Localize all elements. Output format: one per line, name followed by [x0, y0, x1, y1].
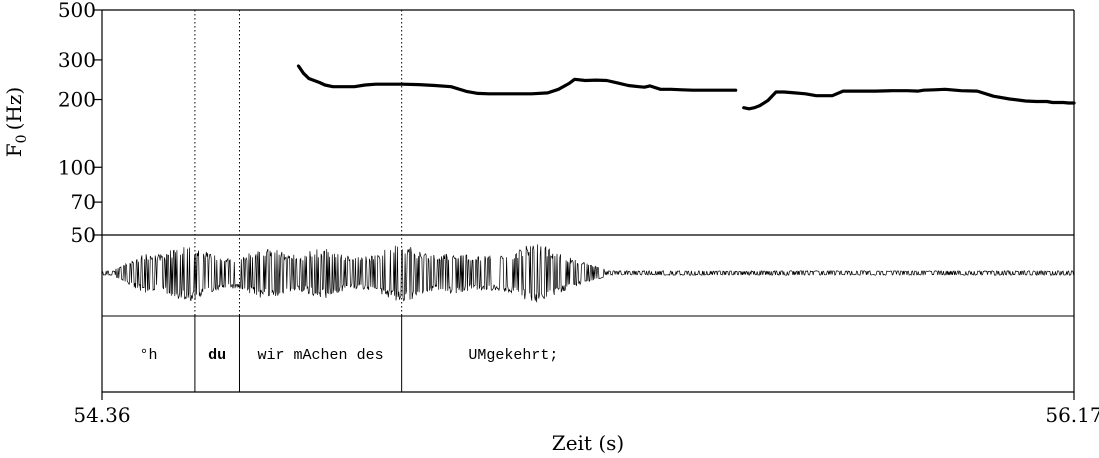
x-tick-label: 54.36	[73, 403, 130, 427]
f0-contour-line	[296, 64, 738, 96]
y-axis-label-subscript: 0	[14, 134, 30, 143]
interval-label: °h	[139, 347, 157, 364]
y-tick-label: 300	[58, 48, 96, 72]
y-tick-label: 70	[71, 190, 96, 214]
segment-boundary-lines	[194, 10, 403, 392]
interval-label: wir mAchen des	[258, 347, 384, 364]
y-tick-label: 50	[71, 223, 96, 247]
interval-label: UMgekehrt;	[468, 347, 558, 364]
f0-contours	[296, 64, 1076, 111]
figure-frame	[101, 9, 1075, 393]
x-tick-label: 56.17	[1045, 403, 1099, 427]
y-tick-label: 200	[58, 88, 96, 112]
transcription-tier: °h du wir mAchen des UMgekehrt;	[139, 347, 558, 364]
y-tick-label: 100	[58, 155, 96, 179]
y-tick-label: 500	[58, 0, 96, 22]
y-axis-label-unit: (Hz)	[2, 87, 26, 131]
y-axis-label-symbol: F	[2, 143, 26, 157]
interval-label: du	[208, 347, 226, 364]
y-axis-ticks: 500 300 200 100 70 50	[58, 0, 102, 247]
x-axis-ticks: 54.36 56.17	[73, 392, 1099, 427]
f0-contour-line	[742, 87, 1076, 111]
svg-text:F0(Hz): F0 (Hz)	[2, 87, 30, 157]
y-axis-label: F0 (Hz)	[2, 87, 30, 157]
waveform-trace	[101, 244, 1074, 303]
audio-waveform	[101, 244, 1074, 303]
x-axis-label: Zeit (s)	[552, 431, 624, 455]
